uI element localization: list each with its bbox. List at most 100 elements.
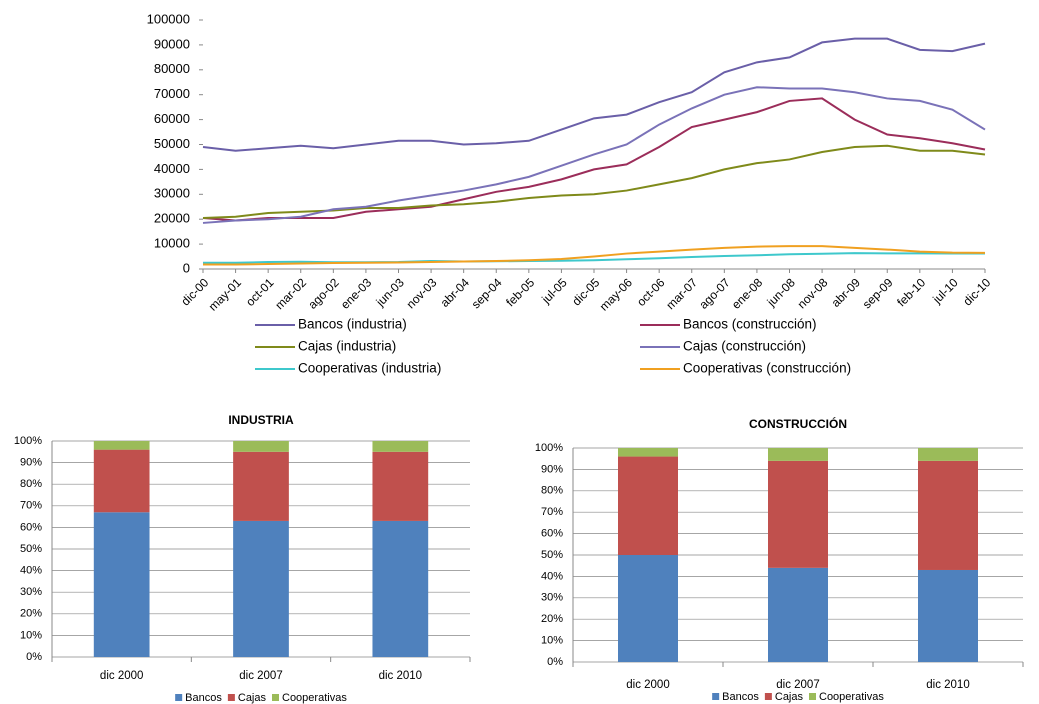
y-tick-label: 0% xyxy=(26,651,42,663)
x-tick-label: dic 2000 xyxy=(626,679,669,691)
bar-segment xyxy=(918,448,978,461)
legend-label: Cajas xyxy=(775,691,804,703)
x-tick-label: jun-08 xyxy=(764,275,798,309)
legend-label: Cajas (industria) xyxy=(298,339,396,354)
y-tick-label: 40% xyxy=(20,565,42,577)
bar-segment xyxy=(768,448,828,461)
y-tick-label: 60000 xyxy=(154,111,190,126)
bar-segment xyxy=(918,460,978,570)
bar-segment xyxy=(768,460,828,568)
y-tick-label: 80% xyxy=(541,485,563,497)
y-tick-label: 70% xyxy=(20,500,42,512)
y-tick-label: 50% xyxy=(541,549,563,561)
x-tick-label: ago-02 xyxy=(305,275,342,312)
x-tick-label: dic 2010 xyxy=(926,679,969,691)
series-line xyxy=(202,97,986,222)
y-tick-label: 100% xyxy=(14,435,42,447)
y-tick-label: 20% xyxy=(20,608,42,620)
x-tick-label: oct-01 xyxy=(243,275,277,309)
bar-segment xyxy=(233,451,289,521)
y-tick-label: 60% xyxy=(20,521,42,533)
bar-segment xyxy=(93,512,150,657)
y-tick-label: 70% xyxy=(541,506,563,518)
bar-segment xyxy=(372,441,429,452)
legend-label: Bancos xyxy=(722,691,759,703)
legend-swatch xyxy=(272,694,279,701)
legend-swatch xyxy=(712,693,720,700)
y-tick-label: 80000 xyxy=(154,61,190,76)
x-tick-label: mar-02 xyxy=(272,275,309,312)
y-tick-label: 40% xyxy=(541,570,563,582)
bar-segment xyxy=(233,520,289,657)
series-line xyxy=(202,37,986,152)
y-tick-label: 0 xyxy=(183,260,190,275)
bar-segment xyxy=(233,441,289,452)
bar-segment xyxy=(93,441,150,450)
legend-label: Cajas xyxy=(238,692,267,704)
chart-title: CONSTRUCCIÓN xyxy=(749,416,847,431)
x-tick-label: ene-03 xyxy=(338,275,375,312)
x-tick-label: jul-05 xyxy=(538,275,570,307)
x-tick-label: dic 2010 xyxy=(379,670,422,682)
legend-swatch xyxy=(809,693,816,700)
y-tick-label: 0% xyxy=(547,656,563,668)
y-tick-label: 90% xyxy=(541,463,563,475)
x-tick-label: sep-09 xyxy=(860,275,896,311)
legend-label: Cooperativas xyxy=(282,692,347,704)
y-tick-label: 90000 xyxy=(154,36,190,51)
bar-segment xyxy=(618,456,678,555)
legend-label: Bancos xyxy=(185,692,222,704)
y-tick-label: 100% xyxy=(535,442,563,454)
x-tick-label: nov-08 xyxy=(795,275,831,311)
x-tick-label: may-06 xyxy=(597,275,635,313)
y-tick-label: 10% xyxy=(20,629,42,641)
legend-swatch xyxy=(764,693,772,700)
y-tick-label: 90% xyxy=(20,457,42,469)
legend-label: Cooperativas xyxy=(819,691,884,703)
x-tick-label: ene-08 xyxy=(729,275,766,312)
y-tick-label: 100000 xyxy=(147,11,190,26)
x-tick-label: ago-07 xyxy=(696,275,733,312)
y-tick-label: 40000 xyxy=(154,161,190,176)
x-tick-label: nov-03 xyxy=(404,275,440,311)
x-tick-label: jul-10 xyxy=(929,275,961,307)
legend-label: Cajas (construcción) xyxy=(683,339,806,354)
y-tick-label: 50000 xyxy=(154,136,190,151)
x-tick-label: mar-07 xyxy=(663,275,700,312)
legend-label: Cooperativas (construcción) xyxy=(683,361,851,376)
y-tick-label: 30000 xyxy=(154,186,190,201)
series-line xyxy=(202,86,986,224)
y-tick-label: 70000 xyxy=(154,86,190,101)
y-tick-label: 20% xyxy=(541,613,563,625)
y-tick-label: 30% xyxy=(20,586,42,598)
legend-swatch xyxy=(227,694,235,701)
bar-segment xyxy=(918,569,978,662)
x-tick-label: jun-03 xyxy=(373,275,407,309)
x-tick-label: may-01 xyxy=(206,275,244,313)
x-tick-label: abr-09 xyxy=(829,275,864,310)
bar-segment xyxy=(372,520,429,657)
x-tick-label: sep-04 xyxy=(469,275,505,311)
y-tick-label: 80% xyxy=(20,478,42,490)
y-tick-label: 50% xyxy=(20,543,42,555)
x-tick-label: dic 2007 xyxy=(776,679,819,691)
legend-label: Cooperativas (industria) xyxy=(298,361,441,376)
bar-segment xyxy=(768,567,828,662)
y-tick-label: 20000 xyxy=(154,211,190,226)
legend-swatch xyxy=(175,694,183,701)
x-tick-label: dic 2007 xyxy=(239,670,282,682)
x-tick-label: dic-10 xyxy=(960,275,993,308)
series-line xyxy=(202,144,986,219)
series-line xyxy=(203,252,985,264)
bar-segment xyxy=(93,449,150,513)
bar-segment xyxy=(372,451,429,521)
x-tick-label: feb-10 xyxy=(894,275,928,309)
legend-label: Bancos (industria) xyxy=(298,317,407,332)
legend-label: Bancos (construcción) xyxy=(683,317,817,332)
y-tick-label: 60% xyxy=(541,528,563,540)
x-tick-label: dic 2000 xyxy=(100,670,143,682)
y-tick-label: 10000 xyxy=(154,236,190,251)
x-tick-label: abr-04 xyxy=(438,275,473,310)
x-tick-label: oct-06 xyxy=(634,275,668,309)
